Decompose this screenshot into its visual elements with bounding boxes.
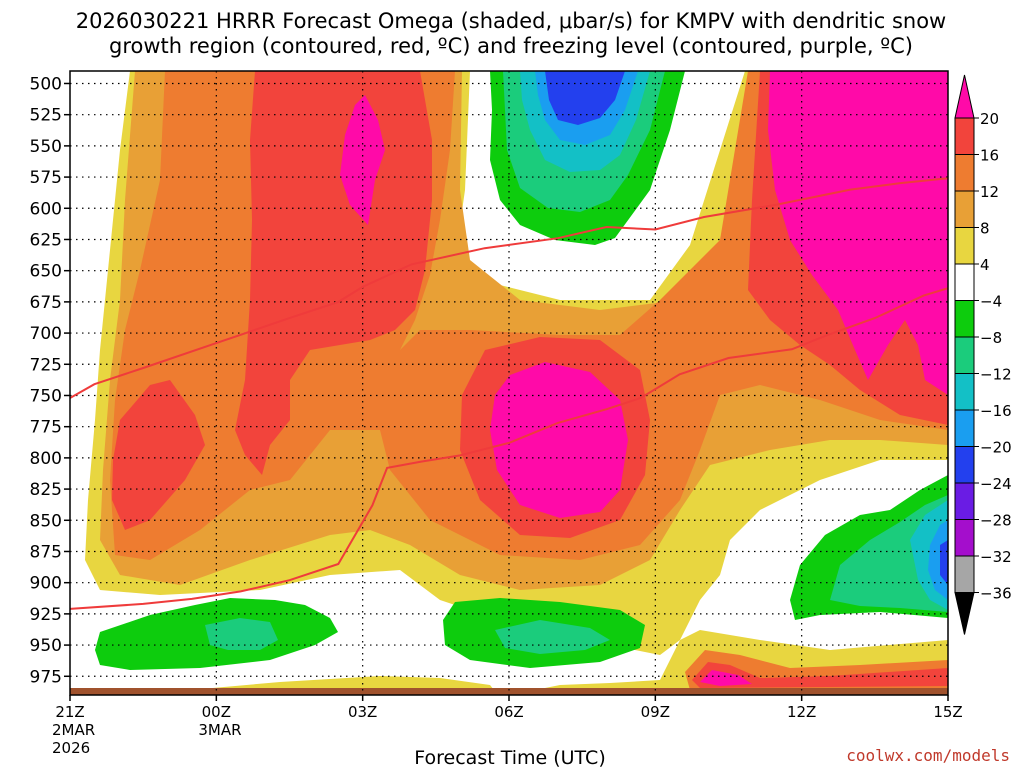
contour-lines — [70, 177, 948, 610]
chart-title-line-2: growth region (contoured, red, ºC) and f… — [109, 34, 913, 58]
x-tick-label: 15Z — [933, 703, 962, 721]
colorbar-label: −24 — [980, 475, 1012, 493]
x-tick-label: 06Z — [494, 703, 523, 721]
x-tick-label: 12Z — [787, 703, 816, 721]
credit-label: coolwx.com/models — [846, 746, 1010, 765]
colorbar-swatch — [954, 373, 975, 411]
y-tick-label: 675 — [30, 293, 62, 313]
y-tick-label: 950 — [30, 636, 62, 656]
x-tick-label: 03Z — [348, 703, 377, 721]
y-tick-label: 875 — [30, 542, 62, 562]
colorbar-label: −28 — [980, 512, 1012, 530]
x-tick-label: 09Z — [641, 703, 670, 721]
y-tick-label: 575 — [30, 168, 62, 188]
colorbar-swatch — [954, 409, 975, 447]
colorbar: 20 16 12 8 4 −4 −8 −12 −16 −20 −24 −28 −32 −36 — [954, 74, 1012, 635]
colorbar-label: −16 — [980, 402, 1012, 420]
colorbar-label: 8 — [980, 220, 990, 238]
y-tick-label: 975 — [30, 667, 62, 687]
y-tick-label: 850 — [30, 511, 62, 531]
y-tick-label: 650 — [30, 262, 62, 282]
y-tick-label: 550 — [30, 137, 62, 157]
colorbar-swatch — [954, 446, 975, 484]
freezing-level-contour — [70, 177, 948, 399]
y-tick-label: 600 — [30, 199, 62, 219]
colorbar-label: 4 — [980, 256, 990, 274]
y-tick-label: 825 — [30, 480, 62, 500]
y-tick-label: 725 — [30, 355, 62, 375]
colorbar-label: −4 — [980, 293, 1002, 311]
colorbar-swatch — [954, 154, 975, 192]
colorbar-swatch — [954, 482, 975, 520]
y-tick-label: 525 — [30, 106, 62, 126]
x-tick-label: 00Z — [202, 703, 231, 721]
omega-region-positive-20-center — [340, 95, 385, 225]
colorbar-swatch — [954, 300, 975, 338]
chart-title-line-1: 2026030221 HRRR Forecast Omega (shaded, … — [76, 9, 946, 33]
omega-region-negative-8-lowleft — [205, 618, 278, 650]
omega-region-surface-red — [692, 662, 948, 688]
x-tick-date: 3MAR — [198, 721, 241, 739]
colorbar-top-arrow — [954, 74, 975, 119]
omega-region-positive-20-mid — [490, 362, 628, 518]
y-axis: 500 525 550 575 600 625 650 675 700 725 750 775 800 8… — [30, 74, 70, 687]
y-tick-label: 800 — [30, 449, 62, 469]
omega-region-negative-8-lowright — [830, 495, 948, 612]
terrain-ground-strip — [70, 688, 948, 695]
omega-region-negative-20-top — [545, 71, 625, 125]
colorbar-label: 20 — [980, 110, 999, 128]
y-tick-label: 750 — [30, 386, 62, 406]
x-tick-date: 2MAR — [52, 721, 95, 739]
x-tick-year: 2026 — [52, 739, 90, 757]
omega-region-surface-magenta — [700, 670, 752, 686]
colorbar-bottom-arrow — [954, 592, 975, 635]
y-tick-label: 775 — [30, 418, 62, 438]
colorbar-label: 16 — [980, 147, 999, 165]
omega-region-positive-20-right — [768, 71, 948, 395]
x-axis-title: Forecast Time (UTC) — [414, 747, 605, 768]
colorbar-label: −20 — [980, 439, 1012, 457]
colorbar-swatch — [954, 519, 975, 557]
dendritic-growth-contour — [70, 287, 948, 610]
colorbar-swatch — [954, 555, 975, 593]
colorbar-label: 12 — [980, 183, 999, 201]
y-tick-label: 900 — [30, 574, 62, 594]
grid-lines — [70, 71, 948, 695]
y-tick-label: 925 — [30, 605, 62, 625]
omega-region-positive-16-center — [235, 71, 432, 475]
colorbar-swatch — [954, 263, 975, 301]
colorbar-label: −8 — [980, 329, 1002, 347]
omega-region-positive-16-left — [112, 380, 205, 530]
omega-shaded-field — [70, 71, 948, 695]
omega-region-negative-16-lowright — [928, 520, 948, 600]
y-tick-label: 700 — [30, 324, 62, 344]
colorbar-swatch — [954, 227, 975, 265]
colorbar-swatch — [954, 117, 975, 155]
y-tick-label: 625 — [30, 230, 62, 250]
colorbar-label: −32 — [980, 548, 1012, 566]
y-tick-label: 500 — [30, 74, 62, 94]
colorbar-swatch — [954, 190, 975, 228]
colorbar-label: −36 — [980, 585, 1012, 603]
colorbar-swatch — [954, 336, 975, 374]
colorbar-label: −12 — [980, 366, 1012, 384]
x-tick-label: 21Z — [55, 703, 84, 721]
